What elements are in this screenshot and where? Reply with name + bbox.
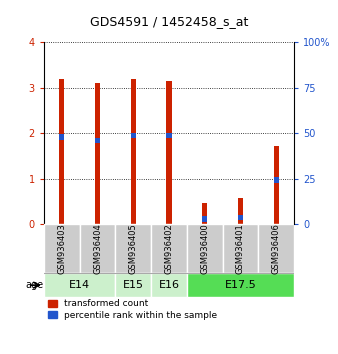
Bar [95,138,100,143]
Text: age: age [25,280,43,290]
Text: GSM936402: GSM936402 [165,223,173,274]
Bar [59,135,64,140]
Text: GSM936400: GSM936400 [200,223,209,274]
Bar [274,146,279,224]
Bar [80,224,115,273]
Bar [151,273,187,297]
Bar [258,224,294,273]
Text: E16: E16 [159,280,179,290]
Bar [167,133,171,138]
Bar [59,79,64,224]
Bar [115,224,151,273]
Text: GSM936405: GSM936405 [129,223,138,274]
Text: E14: E14 [69,280,90,290]
Text: GSM936401: GSM936401 [236,223,245,274]
Bar [115,273,151,297]
Bar [95,84,100,224]
Bar [167,81,171,224]
Bar [131,133,136,138]
Legend: transformed count, percentile rank within the sample: transformed count, percentile rank withi… [48,299,217,320]
Bar [238,215,243,221]
Bar [44,273,115,297]
Bar [274,177,279,183]
Text: E15: E15 [123,280,144,290]
Text: GSM936406: GSM936406 [272,223,281,274]
Bar [238,198,243,224]
Text: GSM936403: GSM936403 [57,223,66,274]
Bar [151,224,187,273]
Bar [187,224,223,273]
Bar [223,224,258,273]
Bar [187,273,294,297]
Bar [202,202,207,224]
Text: E17.5: E17.5 [224,280,256,290]
Bar [202,216,207,222]
Bar [131,79,136,224]
Text: GDS4591 / 1452458_s_at: GDS4591 / 1452458_s_at [90,15,248,28]
Bar [44,224,80,273]
Text: GSM936404: GSM936404 [93,223,102,274]
